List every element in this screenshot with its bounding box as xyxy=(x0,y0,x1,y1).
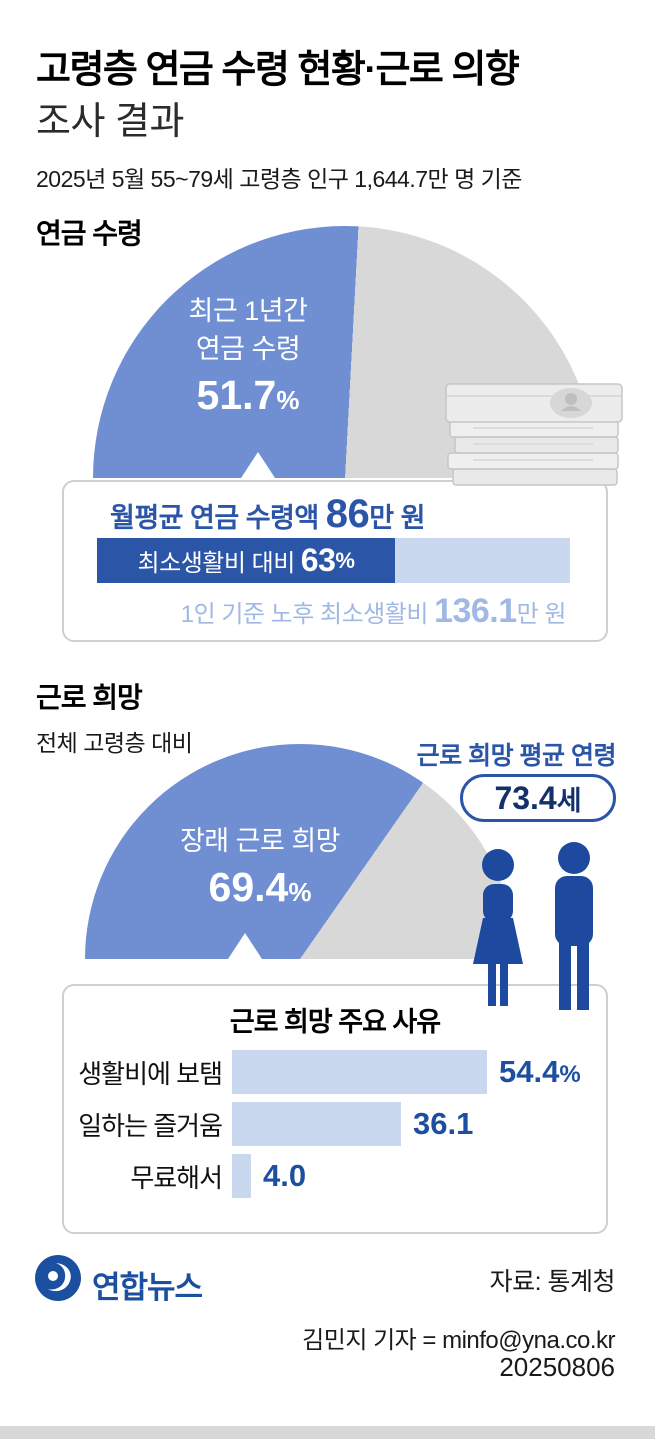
pension-gauge-line2: 연금 수령 xyxy=(195,334,301,364)
work-gauge-line1: 장래 근로 희망 xyxy=(179,826,341,856)
work-section-title: 근로 희망 xyxy=(36,682,143,713)
reason-value: 54.4% xyxy=(499,1054,581,1089)
elderly-couple-icon xyxy=(473,842,593,1010)
pension-avg-amount: 월평균 연금 수령액 86만 원 xyxy=(110,492,425,536)
data-source: 자료: 통계청 xyxy=(489,1268,616,1296)
reason-value: 4.0 xyxy=(263,1158,307,1193)
work-gauge-chart: 장래 근로 희망 69.4% xyxy=(85,744,515,959)
pension-gauge-pointer xyxy=(241,452,275,478)
page-subtitle-line: 조사 결과 xyxy=(36,101,184,143)
publish-date: 20250806 xyxy=(499,1352,615,1382)
page-title: 고령층 연금 수령 현황·근로 의향 xyxy=(36,49,520,91)
money-stack-icon xyxy=(445,383,623,486)
pension-gauge-label: 최근 1년간 연금 수령 51.7% xyxy=(133,292,363,427)
work-reasons-box: 근로 희망 주요 사유 생활비에 보탬 54.4% 일하는 즐거움 36.1 무… xyxy=(62,984,608,1234)
reason-bar xyxy=(232,1154,251,1198)
bottom-divider xyxy=(0,1426,655,1439)
reason-bar xyxy=(232,1102,401,1146)
yonhap-logo-icon xyxy=(35,1255,81,1301)
reason-label: 생활비에 보탬 xyxy=(78,1058,223,1089)
work-gauge-label: 장래 근로 희망 69.4% xyxy=(140,822,380,919)
pension-section-title: 연금 수령 xyxy=(36,218,143,249)
survey-base-note: 2025년 5월 55~79세 고령층 인구 1,644.7만 명 기준 xyxy=(36,166,522,192)
reason-row: 생활비에 보탬 54.4% xyxy=(64,1046,606,1098)
reason-label: 무료해서 xyxy=(130,1162,223,1193)
work-avg-age-label: 근로 희망 평균 연령 xyxy=(416,742,617,770)
reason-value: 36.1 xyxy=(413,1106,474,1141)
pension-mincost-note: 1인 기준 노후 최소생활비 136.1만 원 xyxy=(180,592,567,630)
work-gauge-value: 69.4% xyxy=(208,864,312,910)
reporter-byline: 김민지 기자 = minfo@yna.co.kr xyxy=(302,1327,615,1354)
pension-gauge-value: 51.7% xyxy=(196,372,300,418)
work-gauge-pointer xyxy=(228,933,262,959)
reason-row: 무료해서 4.0 xyxy=(64,1150,606,1202)
yonhap-logo-text: 연합뉴스 xyxy=(92,1270,203,1305)
work-reasons-chart: 생활비에 보탬 54.4% 일하는 즐거움 36.1 무료해서 4.0 xyxy=(64,1046,606,1202)
reason-label: 일하는 즐거움 xyxy=(78,1110,223,1141)
reason-bar xyxy=(232,1050,487,1094)
reason-row: 일하는 즐거움 36.1 xyxy=(64,1098,606,1150)
pension-ratio-fill: 최소생활비 대비 63% xyxy=(97,538,395,583)
pension-detail-box: 월평균 연금 수령액 86만 원 최소생활비 대비 63% 1인 기준 노후 최소… xyxy=(62,480,608,642)
work-reasons-title: 근로 희망 주요 사유 xyxy=(229,1007,441,1037)
work-subnote: 전체 고령층 대비 xyxy=(36,730,193,756)
pension-gauge-line1: 최근 1년간 xyxy=(188,296,308,326)
work-avg-age-badge: 73.4 세 xyxy=(460,774,616,822)
pension-ratio-track: 최소생활비 대비 63% xyxy=(97,538,570,583)
